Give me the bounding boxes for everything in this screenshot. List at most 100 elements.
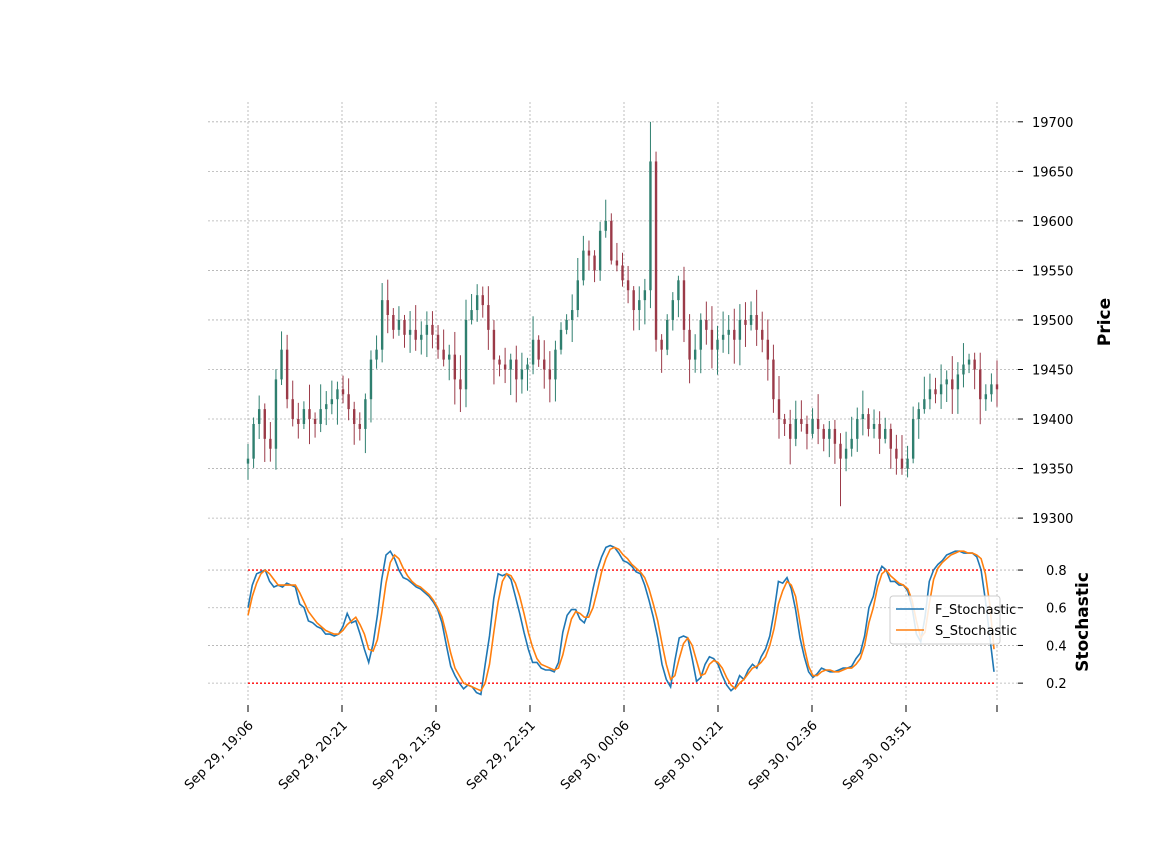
stochastic-y-ticks: 0.2 0.4 0.6 0.8 — [1018, 564, 1067, 692]
candle — [509, 353, 512, 396]
candle — [520, 352, 524, 394]
candle — [615, 242, 619, 272]
candle — [554, 340, 557, 402]
candle — [833, 419, 837, 464]
candle — [587, 240, 591, 271]
x-tick-label: Sep 30, 00:06 — [558, 718, 633, 793]
candle — [721, 311, 725, 353]
x-tick-label: Sep 29, 20:21 — [276, 718, 351, 793]
candle — [643, 278, 647, 325]
stochastic-reference-lines — [248, 569, 994, 684]
candle — [531, 316, 535, 375]
x-axis: Sep 29, 19:06 Sep 29, 20:21 Sep 29, 21:36 S… — [182, 705, 998, 793]
price-tick-label: 19500 — [1032, 314, 1073, 329]
candle — [794, 400, 797, 447]
candle — [995, 360, 999, 407]
candle — [967, 353, 971, 374]
candle — [761, 311, 764, 353]
candle — [872, 409, 876, 439]
candle — [475, 284, 479, 322]
x-tick-label: Sep 30, 01:21 — [652, 718, 727, 793]
candle — [688, 314, 691, 384]
price-tick-label: 19600 — [1032, 215, 1073, 230]
candle — [464, 299, 468, 408]
candle — [917, 402, 920, 439]
candle — [621, 252, 624, 287]
candle — [408, 311, 412, 353]
candle — [861, 390, 865, 436]
candle — [900, 435, 904, 475]
candle — [923, 376, 926, 414]
candle — [956, 362, 960, 414]
candle — [939, 364, 943, 409]
candle — [420, 321, 423, 355]
candle — [660, 334, 663, 373]
candle — [699, 313, 702, 374]
candle — [353, 401, 356, 445]
candle — [990, 373, 993, 402]
candle — [459, 355, 462, 413]
candle — [313, 412, 317, 438]
stochastic-lines — [247, 544, 995, 696]
candle — [397, 306, 401, 336]
price-tick-label: 19300 — [1032, 512, 1073, 527]
candle — [693, 334, 697, 373]
candle — [291, 380, 294, 427]
candle — [308, 384, 311, 445]
price-tick-label: 19550 — [1032, 264, 1073, 279]
candle — [632, 286, 635, 331]
x-tick-label: Sep 29, 21:36 — [370, 718, 445, 793]
candle — [503, 347, 507, 384]
candle — [755, 289, 758, 346]
candle — [319, 384, 322, 433]
candle — [788, 409, 792, 465]
price-tick-label: 19650 — [1032, 165, 1073, 180]
candle — [610, 213, 613, 265]
legend-label-s-stochastic: S_Stochastic — [935, 624, 1017, 639]
candle — [805, 415, 809, 450]
stochastic-tick-label: 0.2 — [1046, 677, 1067, 692]
candle — [341, 375, 345, 404]
candle — [671, 292, 675, 331]
candle — [682, 266, 686, 343]
price-tick-label: 19350 — [1032, 463, 1073, 478]
candle — [565, 314, 568, 335]
candle — [448, 344, 451, 381]
candle — [280, 331, 283, 386]
stochastic-tick-label: 0.6 — [1046, 602, 1067, 617]
candle — [604, 199, 607, 238]
candle — [576, 257, 579, 318]
candle — [442, 329, 445, 367]
candle — [369, 350, 373, 423]
candle — [380, 283, 384, 363]
candle — [884, 417, 887, 444]
candle — [336, 381, 339, 425]
candle — [856, 407, 859, 452]
candle — [716, 325, 719, 375]
candle — [274, 369, 278, 470]
candle — [403, 314, 406, 348]
stochastic-panel: 0.2 0.4 0.6 0.8 Stochastic F_Stochastic S_S… — [208, 538, 1093, 702]
candle — [962, 343, 965, 388]
candle — [654, 151, 658, 352]
stochastic-axis-title: Stochastic — [1073, 572, 1093, 672]
candle — [878, 411, 881, 454]
candle — [358, 412, 361, 441]
candle — [330, 380, 334, 415]
candle — [822, 424, 825, 452]
x-tick-label: Sep 29, 19:06 — [182, 718, 257, 793]
candle — [593, 250, 596, 283]
candle — [934, 377, 937, 404]
candle — [252, 417, 255, 468]
price-tick-label: 19450 — [1032, 363, 1073, 378]
candle — [526, 357, 529, 391]
candle — [744, 302, 747, 347]
candle — [392, 308, 395, 339]
candle — [749, 301, 753, 331]
candle — [257, 395, 261, 439]
candle — [515, 345, 518, 403]
candle — [850, 416, 853, 457]
candle — [895, 434, 898, 475]
price-y-ticks: 19300 19350 19400 19450 19500 19550 19600 19650… — [1018, 116, 1073, 527]
